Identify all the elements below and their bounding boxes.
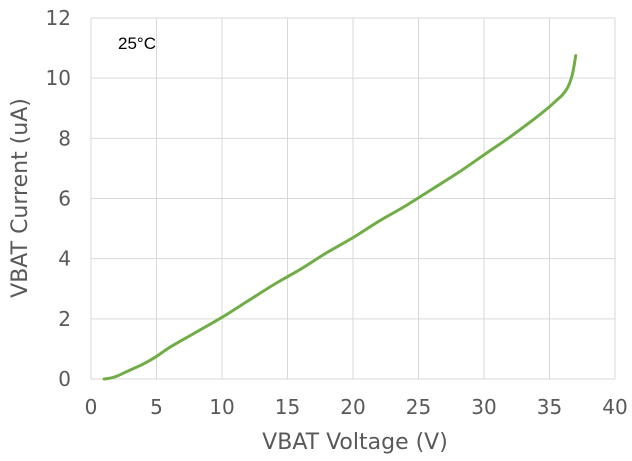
y-tick-label: 6 bbox=[58, 187, 71, 211]
x-tick-label: 15 bbox=[275, 395, 300, 419]
gridlines bbox=[90, 17, 616, 380]
x-tick-label: 20 bbox=[340, 395, 365, 419]
x-tick-label: 30 bbox=[471, 395, 496, 419]
y-tick-label: 10 bbox=[46, 66, 71, 90]
x-tick-label: 35 bbox=[537, 395, 562, 419]
series bbox=[102, 54, 578, 381]
y-tick-label: 2 bbox=[58, 307, 71, 331]
x-tick-label: 40 bbox=[602, 395, 627, 419]
series-line bbox=[102, 54, 578, 381]
y-axis-title: VBAT Current (uA) bbox=[8, 98, 33, 298]
y-tick-label: 4 bbox=[58, 247, 71, 271]
x-tick-label: 0 bbox=[85, 395, 98, 419]
x-tick-label: 5 bbox=[150, 395, 163, 419]
temperature-annotation: 25°C bbox=[118, 34, 156, 53]
y-tick-label: 12 bbox=[46, 6, 71, 30]
x-axis-title: VBAT Voltage (V) bbox=[262, 430, 448, 455]
y-tick-label: 0 bbox=[58, 367, 71, 391]
y-tick-label: 8 bbox=[58, 126, 71, 150]
tick-labels: 0 5 10 15 20 25 30 35 40 0 2 4 6 8 10 12 bbox=[46, 6, 628, 419]
x-tick-label: 10 bbox=[209, 395, 234, 419]
x-tick-label: 25 bbox=[406, 395, 431, 419]
